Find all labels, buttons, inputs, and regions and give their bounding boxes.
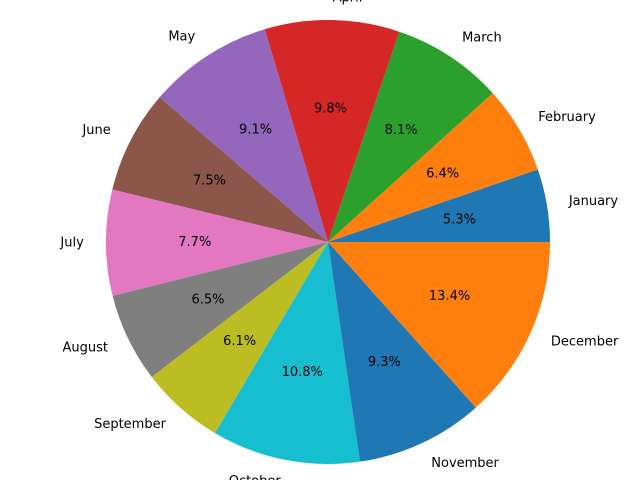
pie-slice-february (328, 93, 538, 242)
pie-slice-march (328, 31, 493, 243)
percentage-label-december: 13.4% (429, 289, 470, 304)
pie-slice-june (112, 97, 328, 243)
category-label-july: July (59, 235, 84, 250)
pie-slice-september (151, 242, 328, 434)
pie-slice-august (112, 242, 328, 377)
percentage-label-july: 7.7% (178, 235, 211, 250)
category-label-february: February (538, 110, 596, 125)
category-label-december: December (551, 334, 619, 349)
pie-slice-december (328, 242, 550, 408)
category-label-april: April (333, 0, 363, 5)
category-label-may: May (168, 30, 195, 45)
percentage-label-august: 6.5% (192, 292, 225, 307)
category-label-october: October (229, 474, 282, 480)
category-label-november: November (431, 456, 499, 471)
pie-slice-october (214, 242, 360, 465)
pie-slice-november (328, 242, 476, 462)
category-label-august: August (63, 341, 109, 356)
pie-slices (106, 19, 550, 465)
percentage-labels: 5.3% 6.4% 8.1% 9.8% 9.1% 7.5% 7.7% 6.5% 6.1% 10.8… (178, 101, 476, 380)
category-label-january: January (568, 194, 619, 209)
category-label-march: March (462, 30, 502, 45)
percentage-label-april: 9.8% (314, 101, 347, 116)
percentage-label-november: 9.3% (368, 355, 401, 370)
pie-slice-may (159, 29, 328, 243)
percentage-label-march: 8.1% (385, 123, 418, 138)
percentage-label-february: 6.4% (426, 167, 459, 182)
category-label-september: September (94, 417, 167, 432)
pie-slice-april (264, 19, 400, 242)
percentage-label-september: 6.1% (223, 334, 256, 349)
category-labels: January February March April May June July Augu… (59, 0, 619, 480)
pie-slice-january (328, 169, 550, 242)
percentage-label-january: 5.3% (443, 212, 476, 227)
percentage-label-may: 9.1% (239, 123, 272, 138)
pie-slice-july (106, 189, 328, 296)
percentage-label-october: 10.8% (282, 365, 323, 380)
category-label-june: June (81, 123, 110, 138)
percentage-label-june: 7.5% (193, 174, 226, 189)
